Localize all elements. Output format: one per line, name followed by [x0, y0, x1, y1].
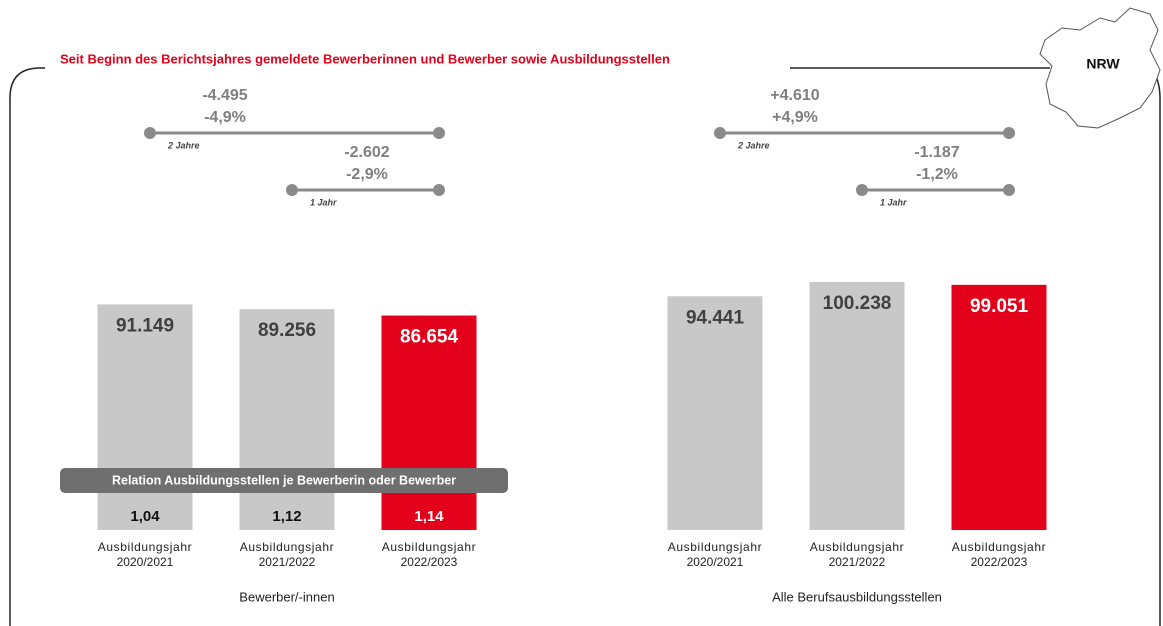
- relation-title: Relation Ausbildungsstellen je Bewerberi…: [112, 473, 456, 487]
- x-tick-label: 2021/2022: [259, 555, 316, 569]
- x-tick-label: 2022/2023: [401, 555, 458, 569]
- relation-box: [60, 468, 508, 493]
- change-period: 2 Jahre: [167, 140, 200, 150]
- value-label: 94.441: [686, 307, 745, 328]
- change-percent: +4,9%: [772, 109, 818, 126]
- bar: [97, 304, 193, 530]
- chart-title: Seit Beginn des Berichtsjahres gemeldete…: [60, 51, 670, 66]
- change-dot: [856, 184, 868, 196]
- change-percent: -4,9%: [204, 109, 246, 126]
- change-dot: [144, 127, 156, 139]
- bar: [239, 309, 335, 530]
- x-tick-label: Ausbildungsjahr: [240, 540, 334, 554]
- change-dot: [433, 127, 445, 139]
- change-diff: +4.610: [770, 87, 819, 104]
- bar: [951, 284, 1047, 530]
- value-label: 100.238: [823, 293, 892, 314]
- value-label: 99.051: [970, 296, 1029, 317]
- x-tick-label: 2021/2022: [829, 555, 886, 569]
- x-tick-label: 2020/2021: [687, 555, 744, 569]
- x-tick-label: 2022/2023: [971, 555, 1028, 569]
- change-dot: [433, 184, 445, 196]
- change-percent: -2,9%: [346, 166, 388, 183]
- change-percent: -1,2%: [916, 166, 958, 183]
- ratio-label: 1,04: [130, 508, 160, 525]
- change-period: 1 Jahr: [880, 197, 907, 207]
- change-period: 1 Jahr: [310, 197, 337, 207]
- ratio-label: 1,12: [272, 508, 301, 525]
- change-period: 2 Jahre: [737, 140, 770, 150]
- x-tick-label: 2020/2021: [117, 555, 174, 569]
- ratio-label: 1,14: [414, 508, 444, 525]
- x-tick-label: Ausbildungsjahr: [98, 540, 192, 554]
- value-label: 91.149: [116, 315, 174, 336]
- bar: [809, 281, 905, 530]
- change-dot: [1003, 127, 1015, 139]
- region-label: NRW: [1086, 56, 1120, 72]
- x-tick-label: Ausbildungsjahr: [382, 540, 476, 554]
- change-diff: -2.602: [344, 144, 389, 161]
- x-tick-label: Ausbildungsjahr: [668, 540, 762, 554]
- change-dot: [286, 184, 298, 196]
- x-tick-label: Ausbildungsjahr: [952, 540, 1046, 554]
- x-tick-label: Ausbildungsjahr: [810, 540, 904, 554]
- change-diff: -4.495: [202, 87, 247, 104]
- value-label: 86.654: [400, 327, 459, 348]
- x-axis-label: Bewerber/-innen: [239, 589, 334, 604]
- change-diff: -1.187: [914, 144, 959, 161]
- bar: [667, 296, 763, 530]
- value-label: 89.256: [258, 320, 316, 341]
- x-axis-label: Alle Berufsausbildungsstellen: [772, 589, 942, 604]
- change-dot: [1003, 184, 1015, 196]
- bar: [381, 315, 477, 530]
- region-map: [1039, 7, 1161, 129]
- change-dot: [714, 127, 726, 139]
